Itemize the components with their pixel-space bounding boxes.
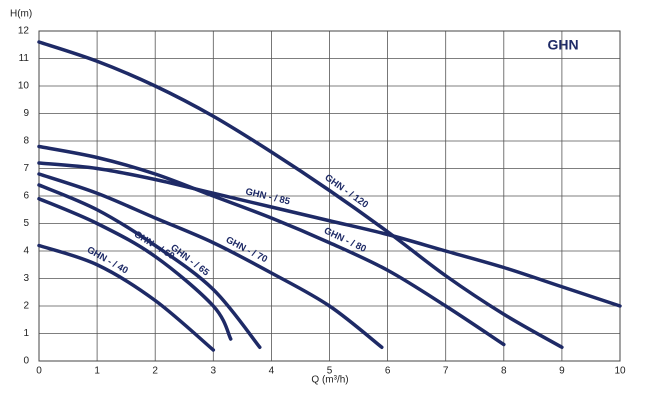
- x-tick-label: 6: [385, 366, 391, 377]
- y-tick-label: 1: [23, 328, 29, 339]
- x-tick-label: 1: [94, 366, 100, 377]
- y-tick-label: 2: [23, 301, 29, 312]
- x-tick-label: 4: [269, 366, 275, 377]
- pump-curve: [37, 243, 216, 352]
- y-tick-label: 0: [23, 356, 29, 367]
- y-tick-label: 9: [23, 108, 29, 119]
- x-tick-label: 10: [614, 366, 626, 377]
- plot-frame: [38, 30, 621, 362]
- pump-curve: [37, 161, 622, 308]
- x-tick-label: 7: [443, 366, 449, 377]
- y-tick-label: 6: [23, 191, 29, 202]
- y-tick-label: 4: [23, 246, 29, 257]
- x-tick-label: 8: [501, 366, 507, 377]
- pump-curve: [37, 172, 384, 349]
- y-tick-label: 7: [23, 163, 29, 174]
- x-tick-label: 5: [327, 366, 333, 377]
- y-tick-label: 10: [18, 81, 30, 92]
- corner-label: GHN: [547, 37, 578, 53]
- x-tick-label: 9: [559, 366, 565, 377]
- y-tick-label: 5: [23, 218, 29, 229]
- pump-curve: [37, 144, 506, 347]
- y-tick-label: 3: [23, 273, 29, 284]
- pump-curve: [37, 197, 233, 341]
- pump-curve: [37, 183, 262, 349]
- pump-curve: [37, 40, 564, 349]
- y-tick-label: 12: [18, 26, 30, 37]
- x-tick-label: 3: [211, 366, 217, 377]
- x-tick-label: 2: [152, 366, 158, 377]
- x-axis-label: Q (m³/h): [311, 375, 348, 386]
- y-tick-label: 11: [19, 53, 30, 64]
- y-axis-label: H(m): [10, 9, 32, 20]
- x-tick-label: 0: [36, 366, 42, 377]
- y-tick-label: 8: [23, 136, 29, 147]
